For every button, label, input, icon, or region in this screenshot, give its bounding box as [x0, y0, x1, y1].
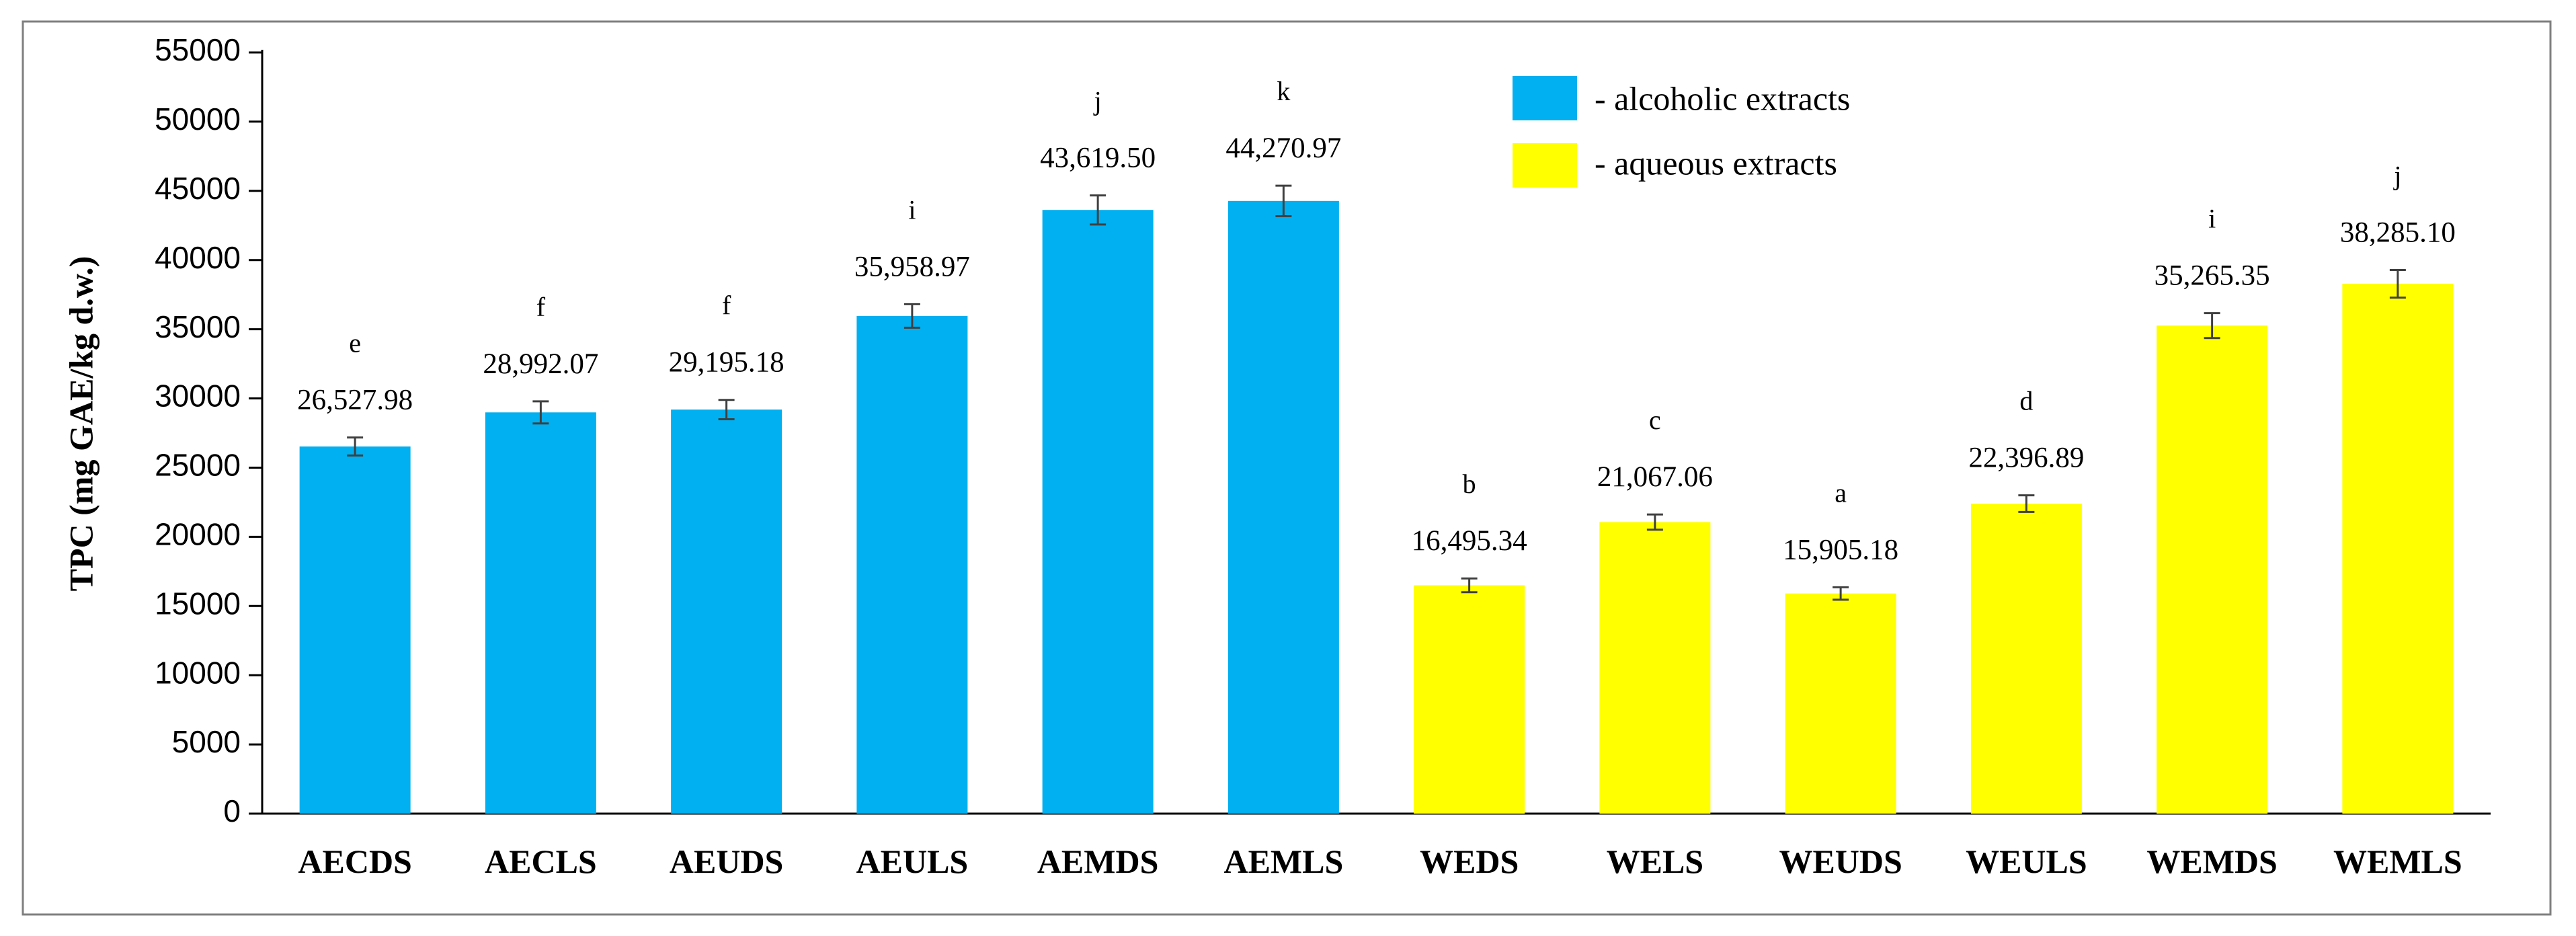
significance-letter: d	[2019, 386, 2033, 416]
significance-letter: i	[2208, 204, 2216, 234]
y-tick-label: 30000	[155, 379, 241, 414]
x-tick-label: WEUDS	[1779, 843, 1902, 880]
significance-letter: k	[1277, 76, 1290, 106]
bar-aecds	[299, 446, 411, 814]
legend-label-aqueous: - aqueous extracts	[1595, 144, 1837, 182]
value-label: 29,195.18	[669, 347, 784, 379]
significance-letter: j	[1093, 86, 1102, 116]
value-labels: 26,527.98 28,992.07 29,195.18 35,958.97 43,6…	[297, 132, 2456, 566]
value-label: 44,270.97	[1225, 132, 1341, 164]
x-tick-label: AEMDS	[1037, 843, 1159, 880]
y-tick-label: 35000	[155, 309, 241, 344]
x-tick-label: WEULS	[1966, 843, 2087, 880]
x-tick-label: AECDS	[298, 843, 411, 880]
value-label: 16,495.34	[1412, 525, 1527, 557]
y-tick-label: 20000	[155, 517, 241, 552]
x-tick-label: AEUDS	[670, 843, 783, 880]
significance-letter: j	[2392, 160, 2401, 190]
significance-letter: i	[908, 194, 916, 225]
bar-aemds	[1042, 210, 1154, 814]
value-label: 26,527.98	[297, 385, 413, 416]
significance-letter: c	[1649, 405, 1661, 435]
x-tick-label: AEMLS	[1223, 843, 1343, 880]
bar-aeuds	[671, 410, 782, 814]
error-bars	[347, 184, 2406, 601]
x-axis: AECDS AECLS AEUDS AEULS AEMDS AEMLS WEDS WELS WE…	[262, 812, 2491, 880]
y-tick-label: 0	[223, 793, 241, 828]
y-tick-label: 10000	[155, 655, 241, 690]
legend-swatch-alcoholic	[1513, 76, 1577, 120]
value-label: 22,396.89	[1968, 442, 2084, 474]
legend-label-alcoholic: - alcoholic extracts	[1595, 79, 1850, 117]
value-label: 38,285.10	[2340, 217, 2456, 248]
x-tick-label: WEDS	[1420, 843, 1519, 880]
significance-letter: f	[722, 290, 731, 321]
value-label: 21,067.06	[1597, 461, 1713, 493]
bar-aemls	[1227, 200, 1339, 814]
value-label: 28,992.07	[483, 348, 598, 380]
y-tick-label: 55000	[155, 32, 241, 67]
bar-weuds	[1785, 593, 1896, 814]
bar-weuls	[1970, 504, 2082, 814]
y-tick-label: 15000	[155, 586, 241, 621]
x-tick-label: AECLS	[485, 843, 597, 880]
significance-letter: f	[536, 292, 546, 322]
y-tick-label: 40000	[155, 240, 241, 275]
value-label: 35,265.35	[2155, 260, 2270, 292]
legend: - alcoholic extracts - aqueous extracts	[1513, 76, 1850, 188]
bar-wels	[1599, 522, 1711, 814]
significance-labels: e f f i j k b c a d i j	[349, 76, 2401, 508]
x-tick-label: AEULS	[856, 843, 969, 880]
y-tick-label: 5000	[172, 724, 241, 759]
significance-letter: e	[349, 328, 361, 358]
legend-swatch-aqueous	[1513, 143, 1577, 188]
y-tick-label: 45000	[155, 171, 241, 206]
y-axis-title: TPC (mg GAE/kg d.w.)	[62, 256, 99, 592]
value-label: 35,958.97	[854, 251, 970, 282]
bar-aeuls	[856, 315, 968, 814]
y-tick-label: 50000	[155, 102, 241, 136]
bar-wemds	[2157, 325, 2268, 814]
significance-letter: b	[1463, 469, 1476, 499]
value-label: 43,619.50	[1040, 143, 1156, 174]
bar-aecls	[485, 412, 596, 814]
significance-letter: a	[1835, 477, 1847, 508]
x-tick-label: WELS	[1607, 843, 1704, 880]
bar-wemls	[2342, 284, 2454, 814]
x-tick-label: WEMDS	[2146, 843, 2277, 880]
y-axis: 0 5000 10000 15000 20000 25000 30000 35000 40000…	[155, 32, 264, 828]
y-tick-label: 25000	[155, 448, 241, 483]
bar-weds	[1414, 585, 1525, 814]
x-tick-label: WEMLS	[2333, 843, 2462, 880]
bars	[299, 200, 2454, 814]
value-label: 15,905.18	[1783, 534, 1898, 566]
